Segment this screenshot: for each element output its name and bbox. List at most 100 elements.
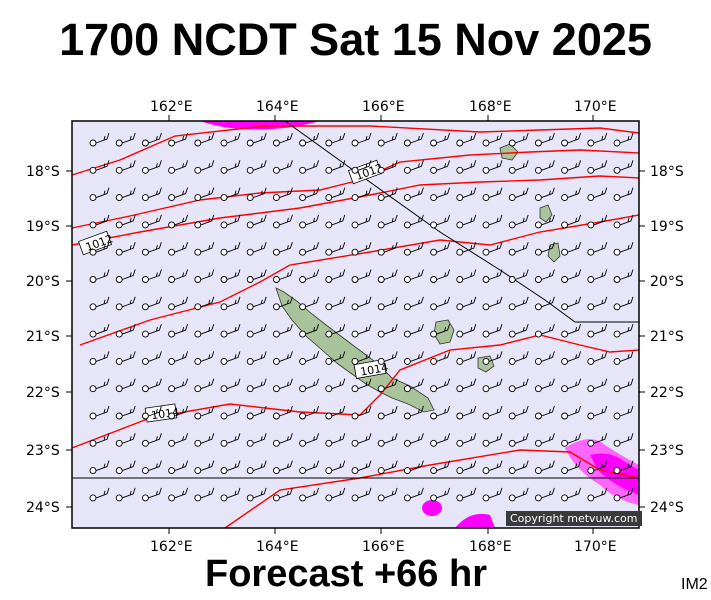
wind-barb-station <box>220 248 228 256</box>
wind-barb-station <box>89 385 97 393</box>
wind-barb-station <box>220 330 228 338</box>
lon-labels-bottom: 162°E 164°E 166°E 168°E 170°E <box>150 539 617 555</box>
wind-barb-station <box>508 248 516 256</box>
wind-barb <box>95 160 110 171</box>
wind-barb-station <box>613 412 621 420</box>
wind-barb-station <box>534 357 542 365</box>
wind-barb-station <box>141 248 149 256</box>
wind-barb-station <box>456 248 464 256</box>
wind-barb-station <box>272 303 280 311</box>
wind-barb <box>541 296 555 308</box>
wind-barb <box>357 405 372 417</box>
wind-barb <box>95 378 110 390</box>
wind-barb <box>200 269 215 280</box>
wind-barb-station <box>220 276 228 283</box>
wind-barb-station <box>534 467 542 475</box>
wind-barb <box>619 269 634 280</box>
wind-barb-station <box>534 194 542 202</box>
wind-barb-station <box>194 385 202 393</box>
wind-barb <box>200 323 215 335</box>
wind-barb <box>174 351 189 362</box>
wind-barb <box>122 269 136 280</box>
wind-barb-station <box>115 166 123 174</box>
wind-barb <box>174 242 189 253</box>
lat-label: 24°S <box>650 500 684 516</box>
wind-barb <box>200 296 215 308</box>
wind-barb-station <box>141 221 149 229</box>
wind-barb <box>95 433 110 444</box>
wind-barb-station <box>377 166 385 174</box>
wind-barb-station <box>89 221 97 229</box>
wind-barb-station <box>168 276 176 283</box>
wind-barb-station <box>272 248 280 256</box>
wind-barb-station <box>168 166 176 174</box>
page-title: 1700 NCDT Sat 15 Nov 2025 <box>59 14 652 65</box>
wind-barb-station <box>561 494 569 502</box>
wind-barb-station <box>613 439 621 447</box>
wind-barb <box>567 405 582 417</box>
wind-barb-station <box>430 439 438 447</box>
wind-barb-station <box>456 303 464 311</box>
wind-barb-station <box>403 248 411 256</box>
wind-barb <box>436 187 451 199</box>
wind-barb <box>593 242 608 253</box>
wind-barb <box>226 269 241 280</box>
wind-barb <box>253 433 267 444</box>
wind-barb-station <box>351 139 359 147</box>
wind-barb <box>357 351 372 362</box>
wind-barb <box>515 460 529 472</box>
wind-barb <box>567 214 582 226</box>
wind-barb <box>515 132 529 144</box>
wind-barb <box>541 405 555 417</box>
wind-barb-station <box>587 494 595 502</box>
wind-barb-station <box>141 385 149 393</box>
wind-barb <box>384 269 398 280</box>
wind-barb <box>515 242 529 253</box>
wind-barb <box>305 433 320 444</box>
wind-barb-station <box>220 194 228 202</box>
wind-barb <box>122 405 136 417</box>
wind-barb <box>488 351 503 362</box>
copyright-label: Copyright metvuw.com <box>506 511 642 526</box>
wind-barb-station <box>587 221 595 229</box>
wind-barb <box>541 378 555 390</box>
wind-barb <box>384 187 398 199</box>
wind-barb <box>174 433 189 444</box>
wind-barb-station <box>89 467 97 475</box>
wind-barb-station <box>508 494 516 502</box>
wind-barb-station <box>561 166 569 174</box>
wind-barb <box>410 405 424 417</box>
wind-barb-station <box>561 439 569 447</box>
wind-barb-station <box>456 276 464 283</box>
wind-barb <box>226 296 241 308</box>
wind-barb-station <box>299 303 307 311</box>
wind-barb-station <box>141 303 149 311</box>
wind-barb <box>515 269 529 280</box>
wind-barb-station <box>561 385 569 393</box>
lon-label: 170°E <box>574 99 617 115</box>
wind-barb <box>357 296 372 308</box>
wind-barb-station <box>587 330 595 338</box>
wind-barb-station <box>220 494 228 502</box>
wind-barb <box>436 214 451 226</box>
wind-barb-station <box>351 467 359 475</box>
wind-barb <box>200 433 215 444</box>
wind-barb <box>619 187 634 199</box>
wind-barb <box>384 351 398 362</box>
wind-barb-station <box>534 166 542 174</box>
wind-barb <box>410 323 424 335</box>
wind-barb <box>384 487 398 499</box>
wind-barb-station <box>377 494 385 502</box>
wind-barb <box>174 269 189 280</box>
wind-barb-station <box>482 412 490 420</box>
wind-barb-station <box>482 467 490 475</box>
wind-barb-station <box>482 439 490 447</box>
wind-barb <box>593 296 608 308</box>
wind-barb <box>488 132 503 144</box>
lon-label: 164°E <box>256 539 299 555</box>
wind-barb <box>436 405 451 417</box>
wind-barb-station <box>508 221 516 229</box>
wind-barb <box>279 323 293 335</box>
wind-barb <box>200 405 215 417</box>
